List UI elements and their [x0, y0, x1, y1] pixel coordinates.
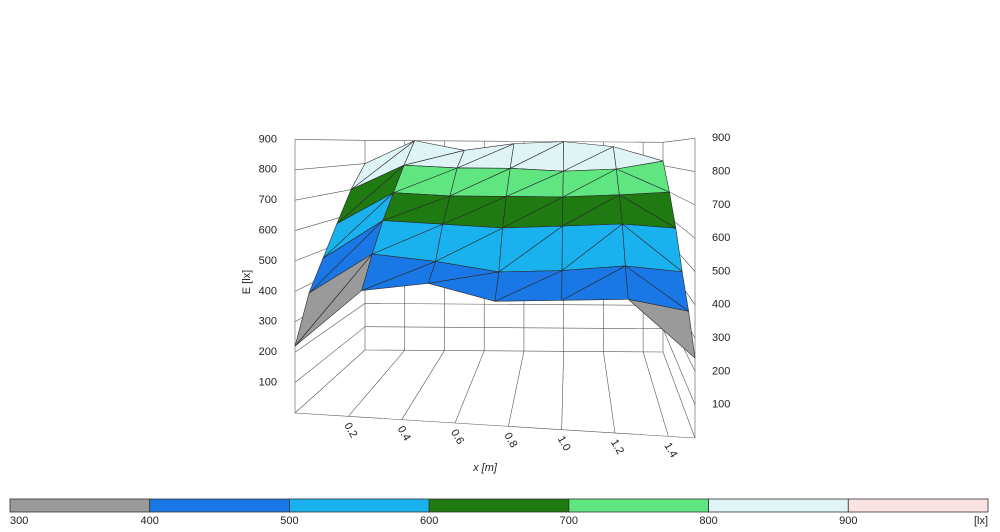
x-tick-label: 1.4 [661, 441, 679, 460]
grid-line [294, 326, 366, 383]
surface-facet [613, 146, 664, 170]
surface-facet [509, 141, 564, 169]
z-tick-label: 800 [712, 166, 730, 178]
z-tick-label: 800 [259, 164, 277, 176]
grid-line [662, 328, 696, 405]
grid-line [662, 138, 696, 143]
grid-line [364, 140, 664, 143]
surface-facet [442, 195, 507, 225]
grid-line [294, 163, 366, 171]
grid-line [364, 326, 664, 330]
surface-facet [494, 270, 563, 302]
surface-facet [622, 223, 683, 273]
colorbar-label: 900 [839, 515, 857, 527]
colorbar-label: 800 [699, 515, 717, 527]
grid-line [294, 303, 366, 353]
z-axis-label: E [lx] [241, 270, 253, 294]
surface-facet [562, 168, 617, 198]
grid-line [348, 350, 405, 417]
z-tick-label: 400 [712, 299, 730, 311]
colorbar-segment [9, 498, 151, 513]
z-tick-label: 500 [259, 255, 277, 267]
x-tick-label: 1.0 [555, 434, 573, 453]
x-tick-label: 0.4 [395, 424, 413, 443]
z-tick-label: 700 [259, 194, 277, 206]
surface-facet [456, 143, 515, 169]
colorbar-label: 400 [141, 515, 159, 527]
surface-facet [322, 192, 394, 259]
grid-line [401, 350, 445, 420]
colorbar-segment [149, 498, 290, 513]
z-tick-label: 200 [712, 365, 730, 377]
surface-facet [350, 140, 415, 190]
grid-line [662, 165, 696, 172]
surface-facet [393, 164, 458, 194]
surface-facet [625, 265, 689, 312]
x-tick-label: 0.8 [501, 431, 519, 450]
box-edge [294, 349, 366, 414]
surface-facet [502, 196, 564, 229]
surface-facet [449, 167, 511, 197]
colorbar-label: 300 [10, 515, 28, 527]
colorbar-segment [289, 498, 430, 513]
surface-facet [336, 164, 405, 224]
box-edge [662, 351, 696, 439]
surface-facet [435, 223, 503, 262]
grid-line [642, 351, 669, 437]
surface-facet [428, 261, 500, 284]
surface-facet [308, 220, 384, 294]
surface-facet [403, 140, 465, 166]
z-tick-label: 100 [259, 377, 277, 389]
x-tick-label: 0.6 [448, 427, 466, 446]
z-tick-label: 600 [259, 225, 277, 237]
grid-line [561, 351, 564, 430]
z-tick-label: 900 [259, 133, 277, 145]
surface-facet [498, 225, 563, 273]
z-tick-label: 300 [259, 316, 277, 328]
surface-facet [361, 253, 436, 291]
z-tick-label: 400 [259, 285, 277, 297]
colorbar-segment [428, 498, 570, 513]
colorbar-segment [847, 498, 989, 513]
colorbar-unit: [lx] [974, 515, 988, 527]
z-tick-label: 900 [712, 132, 730, 144]
colorbar-label: 700 [560, 515, 578, 527]
box-edge [294, 412, 696, 439]
z-tick-label: 600 [712, 232, 730, 244]
x-axis-label: x [m] [472, 462, 498, 474]
surface-facet [506, 168, 564, 197]
surface-facet [562, 141, 614, 172]
z-tick-label: 300 [712, 332, 730, 344]
z-tick-label: 500 [712, 265, 730, 277]
grid-line [294, 139, 366, 141]
surface-facet [562, 194, 620, 227]
surface-facet [561, 223, 623, 271]
surface-facet [382, 192, 451, 221]
x-tick-label: 0.2 [341, 421, 359, 440]
colorbar-segment [708, 498, 849, 513]
x-tick-label: 1.2 [608, 437, 626, 456]
z-tick-label: 700 [712, 199, 730, 211]
colorbar-label: 500 [280, 515, 298, 527]
z-tick-label: 200 [259, 346, 277, 358]
surface-facet [561, 265, 626, 301]
surface-facet [619, 194, 677, 229]
box-edge [364, 349, 664, 353]
colorbar-label: 600 [420, 515, 438, 527]
grid-line [454, 350, 485, 424]
surface-facet [616, 168, 670, 196]
surface-facet [371, 220, 444, 255]
grid-line [603, 351, 616, 434]
z-tick-label: 100 [712, 399, 730, 411]
grid-line [508, 351, 525, 427]
colorbar-segment [568, 498, 709, 513]
grid-line [364, 303, 664, 306]
surface-facet [294, 253, 373, 347]
